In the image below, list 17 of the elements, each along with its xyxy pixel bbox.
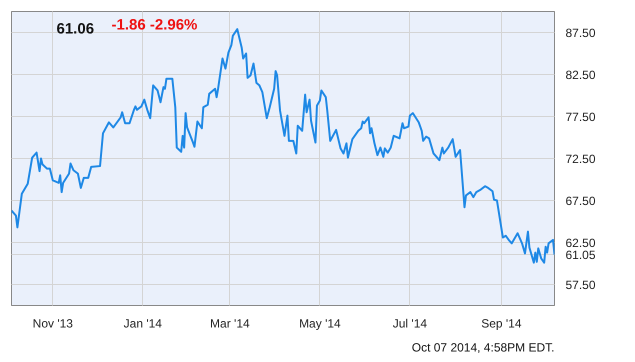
y-tick-label: 61.05 <box>566 248 596 262</box>
y-tick-label: 62.50 <box>566 236 596 250</box>
y-tick-label: 82.50 <box>566 68 596 82</box>
x-tick-label: Nov '13 <box>32 316 74 330</box>
text: 61.06 <box>56 20 94 38</box>
x-tick-label: Sep '14 <box>481 316 522 330</box>
y-tick-label: 72.50 <box>566 152 596 166</box>
text: Oct 07 2014, 4:58PM EDT. <box>412 340 555 354</box>
y-tick-label: 77.50 <box>566 110 596 124</box>
x-tick-label: Jul '14 <box>392 316 428 330</box>
y-tick-label: 87.50 <box>566 26 596 40</box>
x-tick-label: May '14 <box>299 316 342 330</box>
x-tick-label: Jan '14 <box>124 316 162 330</box>
y-tick-label: 57.50 <box>566 278 596 292</box>
chart-subtitle: -1.86 -2.96% <box>112 16 198 34</box>
y-tick-label: 67.50 <box>566 194 596 208</box>
x-tick-label: Mar '14 <box>210 316 250 330</box>
